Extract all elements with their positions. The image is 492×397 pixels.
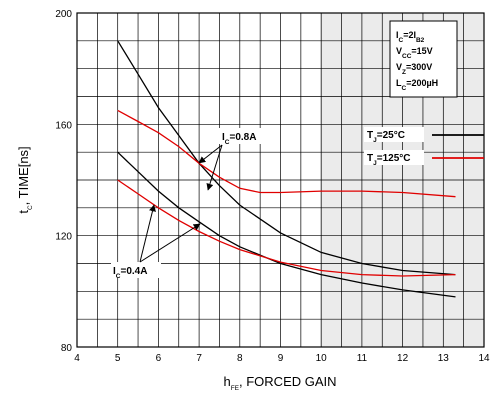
- annotation-0.8A: IC=0.8A: [198, 128, 267, 191]
- x-tick-label: 7: [196, 353, 202, 364]
- y-tick-label: 200: [55, 9, 72, 20]
- condition-text: IC=2IB2: [396, 30, 425, 44]
- condition-text: VZ=300V: [396, 62, 432, 76]
- plot-frame: [76, 12, 485, 348]
- annotation-0.4A: IC=0.4A: [111, 204, 201, 280]
- svg-text:IC=0.8A: IC=0.8A: [222, 132, 256, 146]
- tick-labels: 4 5 6 7 8 9 10 11 12 13 14 80 120 160 200: [55, 9, 490, 364]
- y-tick-label: 160: [55, 120, 72, 131]
- legend-label: TJ=125°C: [367, 153, 410, 167]
- series-line-1: [117, 109, 456, 198]
- y-tick-label: 120: [55, 232, 72, 243]
- x-tick-label: 5: [115, 353, 121, 364]
- x-axis-label: hFE, FORCED GAIN: [223, 374, 336, 392]
- legend: TJ=25°C TJ=125°C: [364, 127, 484, 167]
- x-tick-label: 4: [74, 353, 80, 364]
- condition-text: VCC=15V: [396, 46, 433, 60]
- x-tick-label: 9: [278, 353, 284, 364]
- y-axis-label: tC, TIME[ns]: [16, 146, 34, 213]
- x-tick-label: 11: [357, 353, 368, 364]
- svg-text:IC=0.4A: IC=0.4A: [113, 266, 147, 280]
- y-tick-label: 80: [61, 343, 73, 354]
- x-tick-label: 14: [478, 353, 490, 364]
- series-line-2: [117, 151, 456, 298]
- x-tick-label: 12: [397, 353, 409, 364]
- condition-text: LC=200µH: [396, 78, 438, 92]
- x-tick-label: 6: [156, 353, 162, 364]
- x-tick-label: 8: [237, 353, 243, 364]
- legend-label: TJ=25°C: [367, 130, 405, 144]
- x-tick-label: 10: [316, 353, 328, 364]
- x-tick-label: 13: [438, 353, 450, 364]
- series-line-0: [117, 40, 456, 276]
- conditions-box: IC=2IB2 VCC=15V VZ=300V LC=200µH: [389, 20, 458, 98]
